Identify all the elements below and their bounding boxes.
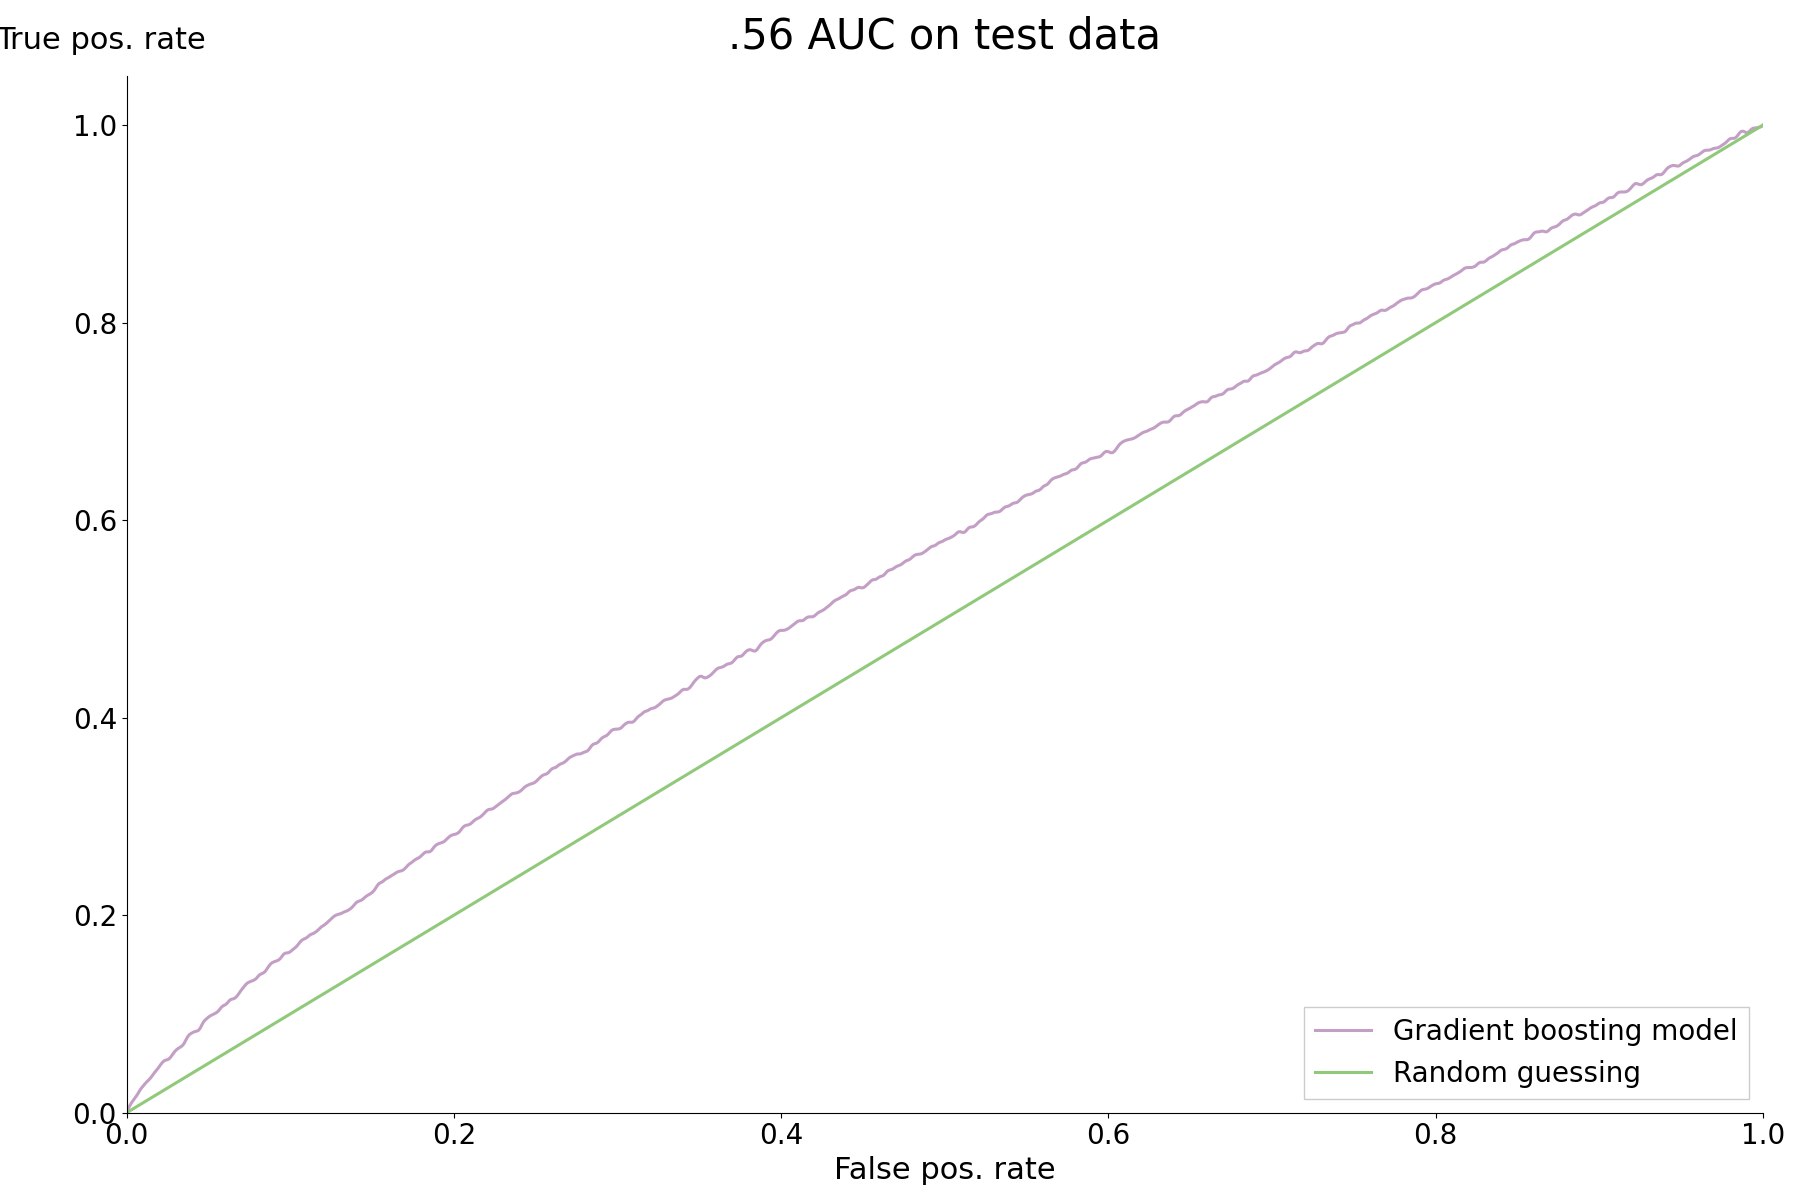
Gradient boosting model <box>778 622 799 636</box>
Legend: Gradient boosting model, Random guessing: Gradient boosting model, Random guessing <box>1305 1007 1750 1099</box>
Gradient boosting model <box>1422 278 1444 293</box>
X-axis label: False pos. rate: False pos. rate <box>833 1156 1055 1186</box>
Text: True pos. rate: True pos. rate <box>0 26 205 55</box>
Gradient boosting model <box>1391 293 1413 307</box>
Title: .56 AUC on test data: .56 AUC on test data <box>729 16 1161 58</box>
Gradient boosting model <box>1751 118 1773 132</box>
Gradient boosting model <box>115 1105 137 1120</box>
Gradient boosting model <box>837 587 859 601</box>
Gradient boosting model <box>283 942 304 956</box>
Line: Gradient boosting model: Gradient boosting model <box>126 125 1762 1112</box>
Gradient boosting model <box>1240 372 1262 386</box>
